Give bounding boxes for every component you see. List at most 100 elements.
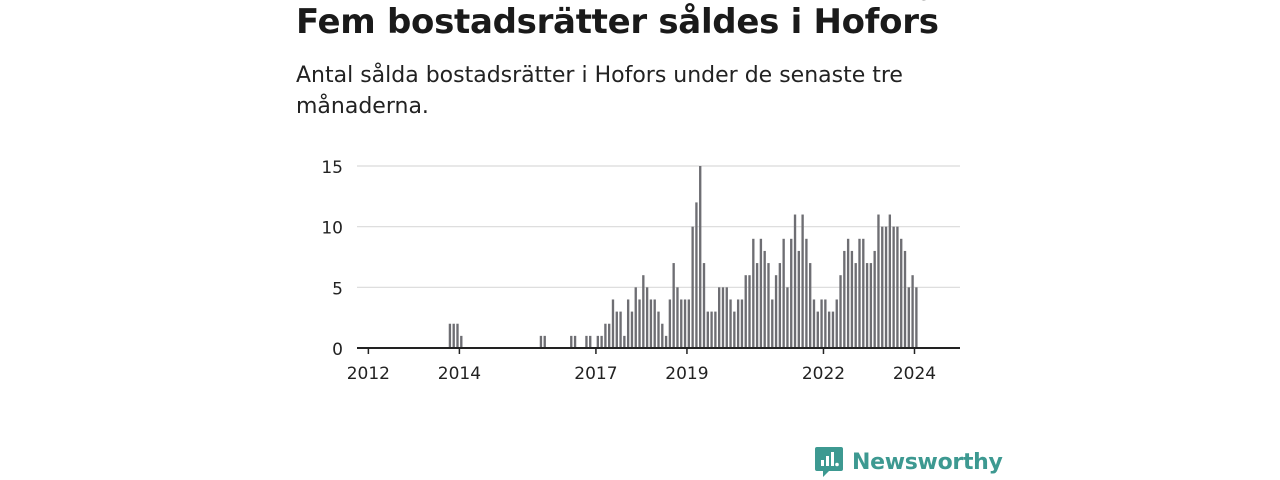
bar <box>642 275 645 348</box>
bar <box>805 238 808 348</box>
bar <box>824 299 827 348</box>
bar <box>721 287 725 348</box>
y-tick-label: 0 <box>332 340 343 360</box>
bar <box>767 263 770 348</box>
bar <box>573 335 577 348</box>
bar <box>771 299 774 348</box>
bar <box>911 275 914 348</box>
bars <box>448 166 918 348</box>
bar <box>900 238 903 348</box>
bar <box>816 311 819 348</box>
bar <box>744 275 747 348</box>
bar <box>585 335 588 348</box>
bar <box>657 311 660 348</box>
bar <box>645 287 649 348</box>
newsworthy-logo-icon <box>815 447 843 477</box>
bar <box>736 299 740 348</box>
bar <box>668 299 672 348</box>
bar <box>786 287 789 348</box>
bar <box>740 299 744 348</box>
bar <box>634 287 637 348</box>
bar <box>888 214 892 348</box>
bar <box>869 263 873 348</box>
bar <box>892 226 895 348</box>
bar <box>801 214 804 348</box>
bar <box>623 335 626 348</box>
bar <box>759 238 763 348</box>
bar <box>820 299 823 348</box>
bar <box>539 335 543 348</box>
page-subtitle: Antal sålda bostadsrätter i Hofors under… <box>296 63 903 119</box>
bar <box>589 335 592 348</box>
bar <box>714 311 717 348</box>
bar <box>702 263 706 348</box>
bar <box>460 335 463 348</box>
bar <box>452 323 455 348</box>
bar <box>600 335 603 348</box>
brand-name: Newsworthy <box>852 449 1003 475</box>
bar <box>615 311 618 348</box>
bar <box>915 287 918 348</box>
bar <box>839 275 842 348</box>
bar <box>699 166 702 348</box>
bar <box>812 299 816 348</box>
x-tick-label: 2014 <box>438 364 481 384</box>
bar <box>706 311 709 348</box>
bar <box>790 238 793 348</box>
bar <box>653 299 656 348</box>
bar <box>797 250 800 348</box>
bar <box>835 299 838 348</box>
bar <box>827 311 831 348</box>
bar <box>680 299 683 348</box>
bar <box>619 311 622 348</box>
bar <box>854 263 857 348</box>
bar <box>748 275 751 348</box>
bar <box>862 238 865 348</box>
bar <box>638 299 641 348</box>
bar <box>725 287 728 348</box>
bar <box>710 311 713 348</box>
x-tick-label: 2017 <box>574 364 617 384</box>
bar <box>664 335 668 348</box>
bar <box>778 263 782 348</box>
bar <box>729 299 732 348</box>
bar <box>570 335 573 348</box>
bar <box>611 299 615 348</box>
bar <box>858 238 861 348</box>
bar <box>649 299 653 348</box>
bar <box>683 299 687 348</box>
bar <box>782 238 785 348</box>
bar <box>881 226 884 348</box>
bar <box>793 214 797 348</box>
x-axis-ticks: 2012 2014 2017 2019 2022 2024 <box>347 348 936 384</box>
bar <box>604 323 607 348</box>
x-tick-label: 2012 <box>347 364 390 384</box>
x-tick-label: 2019 <box>665 364 708 384</box>
grid-lines <box>357 165 960 288</box>
page-title: Fem bostadsrätter såldes i Hofors <box>296 2 939 42</box>
bar <box>843 250 846 348</box>
bar <box>626 299 630 348</box>
bar <box>608 323 611 348</box>
brand-logo[interactable]: Newsworthy <box>814 444 1003 480</box>
bar <box>907 287 910 348</box>
bar <box>672 263 675 348</box>
bar <box>755 263 759 348</box>
y-tick-label: 15 <box>321 158 343 178</box>
bar <box>448 323 452 348</box>
bar <box>676 287 679 348</box>
bar <box>695 202 698 348</box>
bar <box>596 335 599 348</box>
y-axis-ticks: 0 5 10 15 <box>321 158 343 360</box>
bar <box>456 323 459 348</box>
bar <box>850 250 854 348</box>
bar <box>877 214 880 348</box>
bar <box>884 226 888 348</box>
x-tick-label: 2024 <box>893 364 936 384</box>
bar <box>687 299 691 348</box>
bar <box>865 263 869 348</box>
y-tick-label: 5 <box>332 279 343 299</box>
bar <box>809 263 812 348</box>
bar <box>763 250 766 348</box>
